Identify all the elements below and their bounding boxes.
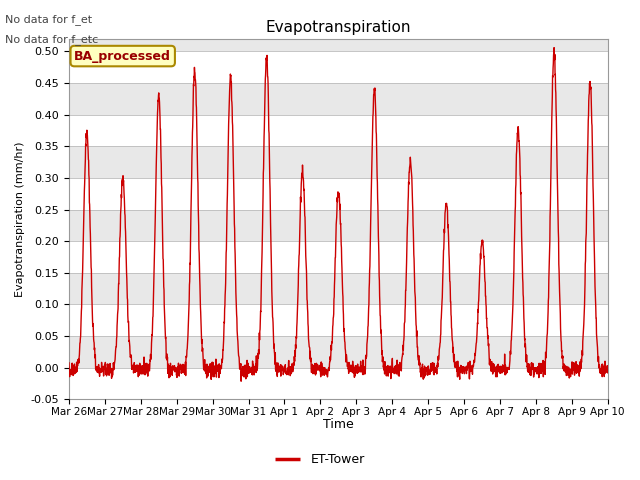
Bar (69, 241, 608, 273)
Bar (69, 178, 608, 210)
Title: Evapotranspiration: Evapotranspiration (266, 20, 411, 35)
Text: No data for f_et: No data for f_et (5, 14, 92, 25)
Legend: ET-Tower: ET-Tower (270, 448, 370, 471)
Bar (69, 304, 608, 336)
X-axis label: Time: Time (323, 419, 354, 432)
Text: No data for f_etc: No data for f_etc (5, 34, 98, 45)
Bar (69, 368, 608, 399)
Y-axis label: Evapotranspiration (mm/hr): Evapotranspiration (mm/hr) (15, 141, 25, 297)
Bar (69, 115, 608, 146)
Bar (69, 51, 608, 83)
Text: BA_processed: BA_processed (74, 49, 171, 62)
